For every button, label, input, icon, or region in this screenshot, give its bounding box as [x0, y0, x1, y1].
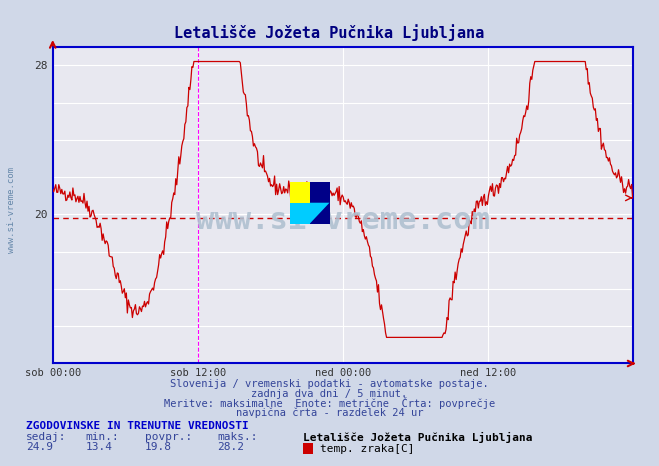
Text: Meritve: maksimalne  Enote: metrične  Črta: povprečje: Meritve: maksimalne Enote: metrične Črta…: [164, 397, 495, 409]
Text: min.:: min.:: [86, 432, 119, 442]
Text: ZGODOVINSKE IN TRENUTNE VREDNOSTI: ZGODOVINSKE IN TRENUTNE VREDNOSTI: [26, 421, 249, 432]
Text: 13.4: 13.4: [86, 442, 113, 452]
Text: 24.9: 24.9: [26, 442, 53, 452]
Polygon shape: [290, 182, 310, 203]
Text: povpr.:: povpr.:: [145, 432, 192, 442]
Text: Letališče Jožeta Pučnika Ljubljana: Letališče Jožeta Pučnika Ljubljana: [303, 432, 532, 443]
Text: www.si-vreme.com: www.si-vreme.com: [7, 167, 16, 253]
Text: Letališče Jožeta Pučnika Ljubljana: Letališče Jožeta Pučnika Ljubljana: [175, 24, 484, 41]
Polygon shape: [310, 203, 330, 224]
Text: maks.:: maks.:: [217, 432, 258, 442]
Text: 19.8: 19.8: [145, 442, 172, 452]
Bar: [290, 182, 310, 203]
Text: zadnja dva dni / 5 minut.: zadnja dva dni / 5 minut.: [251, 389, 408, 399]
Text: Slovenija / vremenski podatki - avtomatske postaje.: Slovenija / vremenski podatki - avtomats…: [170, 379, 489, 390]
Text: www.si-vreme.com: www.si-vreme.com: [196, 206, 490, 235]
Text: 28.2: 28.2: [217, 442, 244, 452]
Text: sedaj:: sedaj:: [26, 432, 67, 442]
Text: temp. zraka[C]: temp. zraka[C]: [320, 444, 414, 454]
Bar: [310, 182, 330, 224]
Bar: [290, 182, 310, 224]
Text: navpična črta - razdelek 24 ur: navpična črta - razdelek 24 ur: [236, 407, 423, 418]
